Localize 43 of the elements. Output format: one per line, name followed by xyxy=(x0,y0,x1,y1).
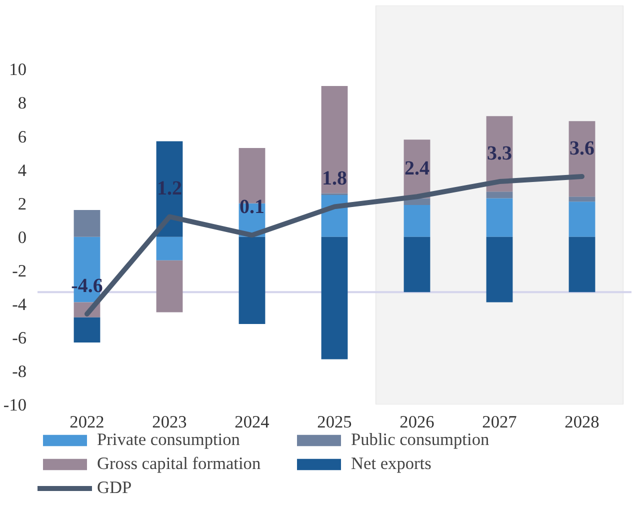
legend-label: Public consumption xyxy=(351,430,490,450)
data-label: 3.6 xyxy=(570,138,594,160)
y-tick-label: 4 xyxy=(18,160,27,180)
bar xyxy=(568,196,596,202)
y-tick-label: -2 xyxy=(12,261,27,280)
y-tick-label: 10 xyxy=(9,60,26,80)
x-tick-label: 2022 xyxy=(70,412,104,432)
data-label: 1.8 xyxy=(322,168,347,190)
x-tick-label: 2024 xyxy=(234,412,270,432)
data-label: 2.4 xyxy=(404,158,430,180)
bar xyxy=(568,236,596,292)
y-tick-label: 2 xyxy=(18,194,27,214)
bar xyxy=(404,205,430,237)
bar xyxy=(404,236,430,292)
bar xyxy=(156,260,183,312)
x-tick-label: 2025 xyxy=(317,412,352,432)
data-label: 3.3 xyxy=(487,142,512,165)
bar xyxy=(486,192,513,198)
y-tick-label: 6 xyxy=(18,127,27,146)
legend-label: Net exports xyxy=(351,454,432,474)
x-tick-label: 2023 xyxy=(152,412,187,432)
bar xyxy=(238,236,266,324)
bar xyxy=(74,317,100,342)
x-tick-label: 2027 xyxy=(482,412,518,432)
y-tick-label: -8 xyxy=(12,362,27,381)
bar xyxy=(321,86,348,194)
legend-label: Gross capital formation xyxy=(97,454,262,474)
bar xyxy=(486,236,513,302)
legend-label: Private consumption xyxy=(97,430,241,450)
y-tick-label: -10 xyxy=(3,396,27,414)
bar xyxy=(156,236,183,260)
bar xyxy=(321,236,348,360)
y-tick-label: 0 xyxy=(18,228,27,247)
data-label: 1.2 xyxy=(157,178,182,200)
bar xyxy=(568,202,596,237)
x-tick-label: 2026 xyxy=(400,412,435,432)
y-tick-label: -4 xyxy=(12,294,27,314)
x-tick-label: 2028 xyxy=(564,412,600,432)
bar xyxy=(74,210,100,237)
bar xyxy=(486,198,513,237)
legend-label: GDP xyxy=(97,478,133,498)
y-tick-label: -6 xyxy=(12,328,27,348)
y-tick-label: 8 xyxy=(18,94,27,113)
